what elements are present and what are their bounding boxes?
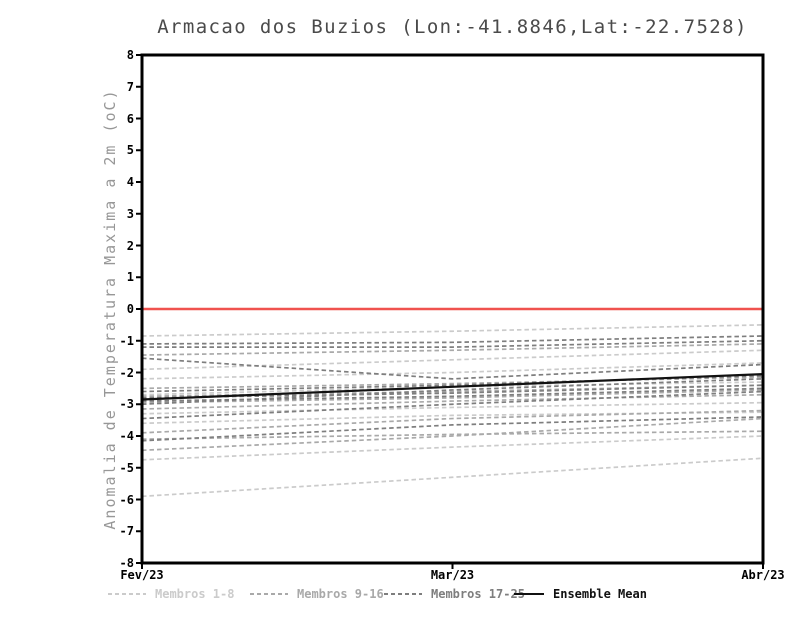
dashed-line-swatch — [250, 593, 288, 595]
ensemble-member-line — [141, 435, 764, 461]
chart-title: Armacao dos Buzios (Lon:-41.8846,Lat:-22… — [157, 16, 748, 38]
ensemble-member-line — [141, 324, 764, 337]
ensemble-member-line — [141, 384, 764, 399]
y-tick-label: 8 — [126, 48, 134, 62]
ensemble-mean-line — [141, 372, 764, 401]
y-tick-label: -3 — [119, 397, 134, 412]
y-tick-label: -2 — [119, 365, 134, 380]
ensemble-member-line — [141, 417, 764, 452]
x-tick-label: Mar/23 — [430, 568, 475, 582]
y-tick-label: -6 — [119, 492, 134, 507]
y-tick-label: 1 — [126, 270, 134, 285]
y-tick-label: 2 — [126, 238, 134, 253]
ensemble-member-line — [141, 335, 764, 345]
solid-line-swatch — [514, 593, 544, 595]
x-tick-label: Abr/23 — [741, 568, 785, 582]
ensemble-member-line — [141, 390, 764, 420]
ensemble-member-line — [141, 343, 764, 356]
legend-label: Membros 17-25 — [431, 587, 525, 601]
y-tick-label: 6 — [126, 111, 134, 126]
dashed-line-swatch — [384, 593, 422, 595]
plot-frame — [140, 53, 765, 565]
y-tick-label: 5 — [126, 143, 134, 158]
ensemble-member-line — [141, 430, 764, 441]
legend-item: Membros 1-8 — [108, 587, 234, 601]
legend-item: Membros 9-16 — [250, 587, 384, 601]
y-tick-label: -4 — [119, 429, 134, 443]
y-tick-label: -1 — [119, 333, 134, 348]
y-tick-label: 0 — [126, 302, 134, 316]
legend-label: Membros 1-8 — [155, 587, 235, 601]
y-tick-label: -5 — [119, 460, 134, 475]
legend-label: Membros 9-16 — [297, 587, 384, 601]
y-tick-label: 7 — [126, 79, 134, 94]
ensemble-member-line — [141, 387, 764, 402]
ensemble-member-line — [141, 457, 764, 498]
ensemble-member-line — [141, 357, 764, 380]
legend-item: Membros 17-25 — [384, 587, 525, 601]
x-tick-label: Fev/23 — [120, 568, 164, 582]
ensemble-member-line — [142, 339, 764, 348]
ensemble-member-line — [141, 393, 764, 410]
ensemble-member-line — [141, 362, 764, 380]
legend-item: Ensemble Mean — [514, 587, 647, 601]
ensemble-member-line — [141, 416, 764, 442]
legend-label: Ensemble Mean — [553, 587, 647, 601]
dashed-line-swatch — [108, 593, 146, 595]
y-tick-label: -7 — [119, 524, 134, 539]
y-tick-label: 3 — [126, 206, 134, 221]
ensemble-member-line — [141, 401, 764, 415]
y-tick-label: 4 — [126, 175, 134, 189]
ensemble-member-line — [141, 378, 764, 406]
ensemble-member-line — [141, 389, 764, 404]
ensemble-member-line — [141, 349, 764, 371]
y-tick-label: -8 — [119, 556, 134, 570]
ensemble-member-line — [141, 409, 764, 434]
